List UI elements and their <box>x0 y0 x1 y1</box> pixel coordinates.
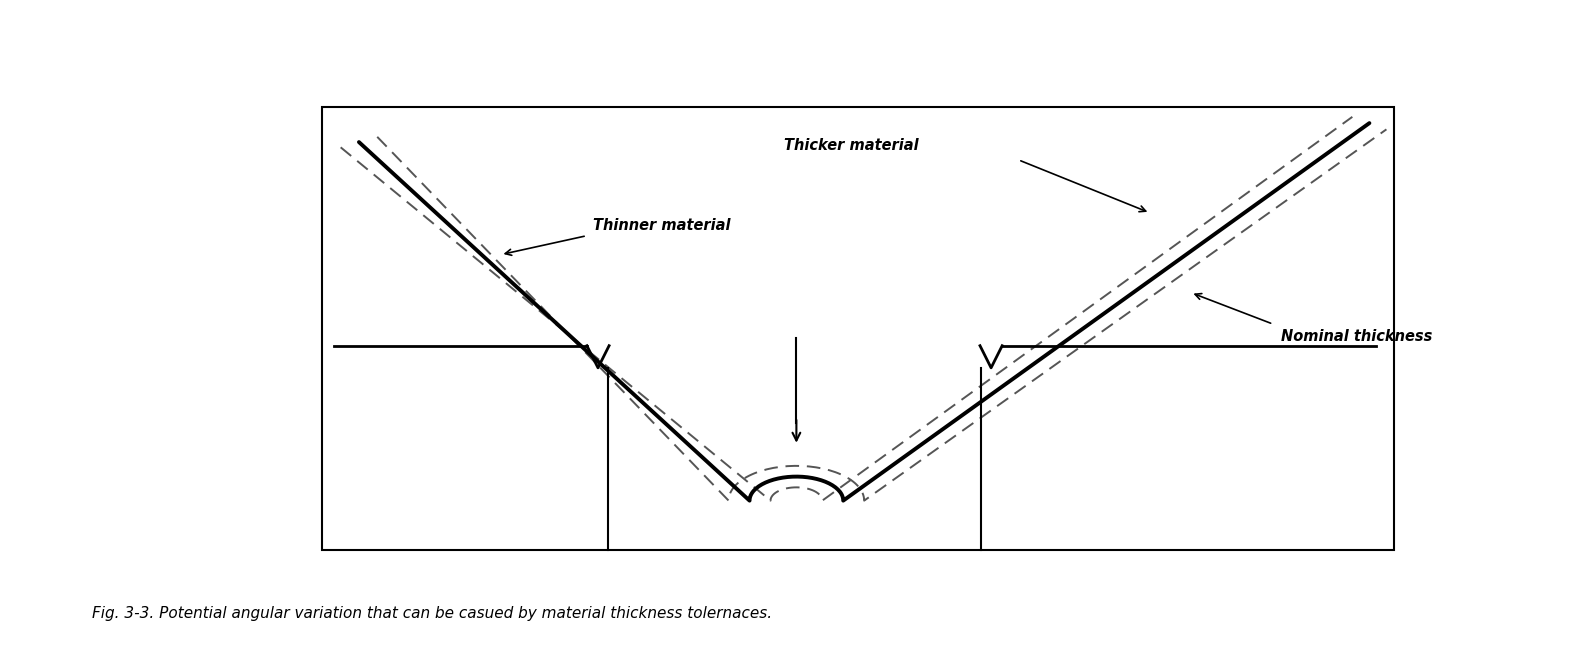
Text: Thicker material: Thicker material <box>784 139 919 154</box>
Text: Nominal thickness: Nominal thickness <box>1280 328 1433 344</box>
Bar <box>321 107 1394 550</box>
Text: Fig. 3-3. Potential angular variation that can be casued by material thickness t: Fig. 3-3. Potential angular variation th… <box>92 606 773 621</box>
Text: Thinner material: Thinner material <box>593 217 730 233</box>
